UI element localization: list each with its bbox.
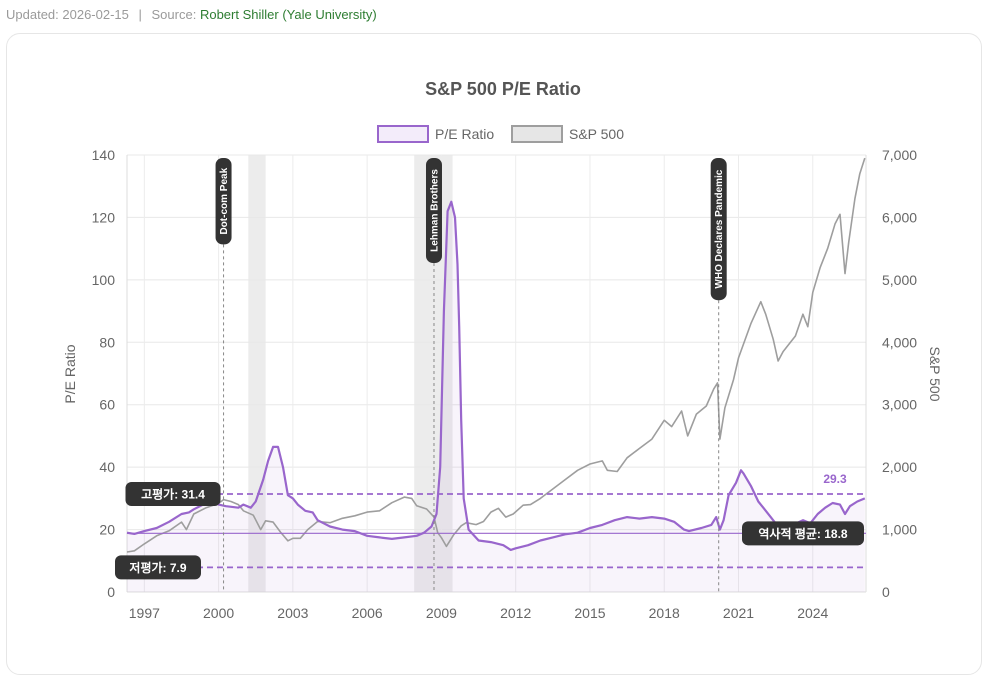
legend-swatch-pe	[377, 125, 429, 143]
historical-average-label: 역사적 평균: 18.8	[742, 521, 864, 546]
y-tick-label: 80	[99, 334, 115, 350]
y-tick-label: 120	[92, 209, 116, 225]
y2-tick-label: 7,000	[882, 147, 917, 163]
legend-item-pe[interactable]: P/E Ratio	[377, 125, 494, 143]
legend-item-sp500[interactable]: S&P 500	[511, 125, 624, 143]
y-axis-label-left: P/E Ratio	[62, 344, 78, 403]
sp500-line	[126, 157, 866, 553]
source-prefix: Source:	[151, 7, 197, 22]
y2-tick-label: 1,000	[882, 522, 917, 538]
x-tick-label: 2012	[500, 605, 531, 621]
historical-average-label-text: 역사적 평균: 18.8	[758, 526, 848, 541]
y2-tick-label: 0	[882, 584, 890, 600]
x-tick-label: 2003	[277, 605, 308, 621]
x-tick-label: 2018	[649, 605, 680, 621]
pe-ratio-area	[127, 201, 865, 593]
event-label-bg	[215, 158, 232, 245]
event-label-text: Lehman Brothers	[429, 169, 440, 252]
y-tick-label: 20	[99, 522, 115, 538]
updated-date: Updated: 2026-02-15	[6, 7, 129, 22]
y2-tick-label: 6,000	[882, 209, 917, 225]
x-tick-label: 2000	[203, 605, 234, 621]
event-label-bg	[425, 158, 442, 263]
x-tick-label: 1997	[129, 605, 160, 621]
event-label-bg	[710, 158, 727, 301]
y-axis-label-right: S&P 500	[927, 346, 943, 401]
legend-label-pe: P/E Ratio	[435, 126, 494, 142]
y2-tick-label: 2,000	[882, 459, 917, 475]
event-label-text: Dot-com Peak	[219, 167, 230, 234]
event-label: Lehman Brothers	[425, 158, 442, 263]
overvalued-label-text: 고평가: 31.4	[141, 486, 205, 501]
header-meta: Updated: 2026-02-15 | Source: Robert Shi…	[6, 7, 377, 22]
historical-average-label-bg	[742, 521, 864, 546]
pe-ratio-line	[126, 200, 866, 551]
undervalued-label: 저평가: 7.9	[115, 555, 201, 580]
y-tick-label: 0	[107, 584, 115, 600]
y-tick-label: 100	[92, 272, 116, 288]
legend-swatch-sp500	[511, 125, 563, 143]
legend: P/E Ratio S&P 500	[377, 125, 624, 143]
y-tick-label: 60	[99, 397, 115, 413]
x-tick-label: 2021	[723, 605, 754, 621]
y2-tick-label: 5,000	[882, 272, 917, 288]
x-tick-label: 2009	[426, 605, 457, 621]
current-pe-label: 29.3	[823, 472, 847, 486]
legend-label-sp500: S&P 500	[569, 126, 624, 142]
undervalued-label-bg	[115, 555, 201, 580]
y-tick-label: 40	[99, 459, 115, 475]
y2-tick-label: 3,000	[882, 397, 917, 413]
y2-tick-label: 4,000	[882, 334, 917, 350]
source-link[interactable]: Robert Shiller (Yale University)	[199, 7, 377, 22]
event-label-text: WHO Declares Pandemic	[714, 169, 725, 288]
x-tick-label: 2006	[352, 605, 383, 621]
overvalued-label: 고평가: 31.4	[125, 481, 221, 506]
overvalued-label-bg	[125, 481, 221, 506]
undervalued-label-text: 저평가: 7.9	[129, 560, 186, 575]
event-label: Dot-com Peak	[215, 158, 232, 245]
x-tick-label: 2015	[574, 605, 605, 621]
event-label: WHO Declares Pandemic	[710, 158, 727, 301]
separator: |	[138, 7, 142, 22]
x-tick-label: 2024	[797, 605, 828, 621]
y-tick-label: 140	[92, 147, 116, 163]
chart-title: S&P 500 P/E Ratio	[425, 79, 581, 99]
